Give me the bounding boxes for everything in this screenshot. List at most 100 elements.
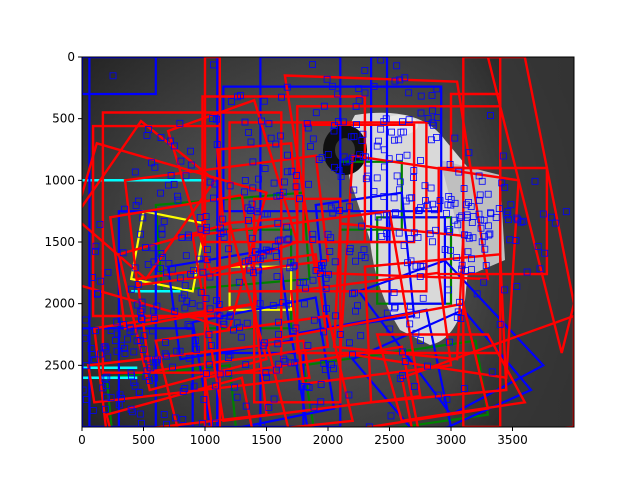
marker	[499, 152, 507, 160]
marker	[121, 344, 128, 352]
marker	[319, 259, 327, 266]
marker	[83, 396, 90, 403]
marker	[209, 61, 217, 69]
marker	[422, 197, 429, 204]
marker	[230, 383, 238, 391]
marker	[352, 103, 360, 110]
marker	[280, 178, 288, 186]
green-box-4	[105, 364, 237, 427]
marker	[332, 312, 339, 320]
marker	[213, 141, 221, 149]
marker	[143, 355, 151, 363]
marker	[292, 324, 300, 332]
marker	[428, 119, 436, 127]
marker	[185, 233, 193, 241]
marker	[345, 339, 353, 347]
marker	[309, 230, 317, 238]
marker	[245, 257, 253, 264]
marker	[277, 132, 284, 140]
marker	[139, 214, 147, 222]
marker	[87, 345, 95, 352]
marker	[496, 320, 504, 328]
marker	[182, 252, 190, 260]
red-box-22	[462, 57, 502, 427]
marker	[352, 257, 359, 265]
marker	[162, 352, 170, 360]
marker	[242, 402, 250, 410]
marker	[480, 278, 488, 286]
marker	[358, 222, 366, 230]
marker	[312, 109, 320, 117]
marker	[322, 284, 330, 292]
marker	[331, 258, 339, 266]
marker	[430, 206, 438, 214]
marker	[458, 265, 466, 273]
marker	[138, 315, 146, 323]
marker	[325, 270, 332, 278]
marker	[385, 155, 393, 163]
marker	[326, 247, 334, 255]
marker	[477, 216, 485, 224]
marker	[417, 157, 424, 164]
marker	[267, 134, 275, 142]
marker	[89, 406, 97, 414]
marker	[485, 231, 493, 239]
marker	[424, 201, 432, 209]
marker	[390, 289, 398, 296]
marker	[423, 362, 431, 370]
marker	[551, 219, 559, 227]
marker	[462, 201, 470, 209]
marker	[513, 283, 521, 291]
marker	[140, 332, 148, 340]
marker	[451, 199, 459, 207]
marker	[107, 394, 115, 402]
marker	[380, 146, 388, 154]
marker	[464, 248, 472, 256]
blue-box-5	[357, 259, 546, 417]
marker	[327, 361, 335, 368]
marker	[235, 278, 243, 286]
marker	[241, 176, 249, 184]
marker	[181, 291, 189, 299]
marker	[467, 203, 475, 211]
marker	[334, 90, 342, 98]
blue-box-1	[222, 85, 443, 213]
marker	[433, 133, 440, 141]
marker	[412, 311, 420, 319]
marker	[131, 382, 139, 390]
marker	[340, 153, 348, 161]
marker	[263, 373, 271, 381]
marker	[480, 216, 488, 224]
marker	[410, 382, 418, 390]
marker	[290, 262, 298, 270]
marker	[157, 249, 165, 257]
marker	[387, 412, 395, 420]
marker	[216, 370, 224, 378]
marker	[143, 367, 151, 375]
marker	[283, 223, 291, 231]
red-box-26	[203, 345, 420, 427]
marker	[214, 311, 222, 319]
marker	[151, 163, 159, 171]
x-tick-label: 2500	[374, 433, 405, 447]
marker	[243, 319, 251, 327]
marker	[323, 75, 331, 83]
marker	[322, 305, 330, 313]
marker	[486, 112, 494, 119]
marker	[197, 225, 205, 233]
green-box-3	[154, 191, 311, 293]
marker	[361, 67, 369, 74]
marker	[361, 254, 369, 262]
marker	[334, 118, 342, 125]
marker	[391, 303, 399, 311]
marker	[270, 395, 278, 403]
marker	[424, 115, 432, 122]
marker	[531, 177, 539, 185]
marker	[270, 179, 278, 187]
marker	[303, 383, 311, 391]
marker	[310, 316, 318, 324]
y-tick-label: 0	[67, 50, 75, 64]
marker	[289, 263, 297, 271]
marker	[126, 328, 134, 336]
